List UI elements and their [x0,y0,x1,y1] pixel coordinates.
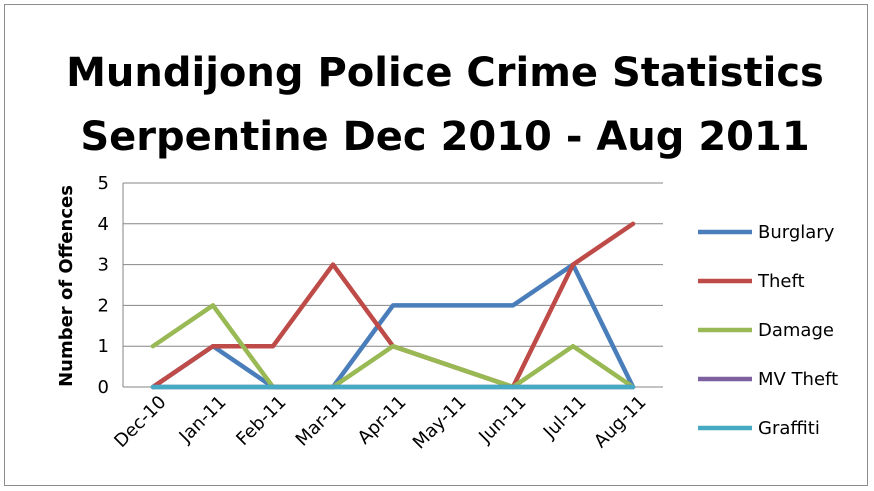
series-line-damage [150,303,636,390]
series-line-burglary [150,262,636,390]
x-tick-label: Dec-10 [110,392,170,452]
y-tick-label: 0 [98,377,109,398]
x-tick-label: May-11 [409,392,471,454]
series-lines [150,221,636,390]
x-tick-label: Jan-11 [175,392,231,448]
chart-title-line-2: Serpentine Dec 2010 - Aug 2011 [80,114,809,160]
legend-label: Damage [758,320,834,341]
x-tick-label: Apr-11 [354,392,411,449]
x-tick-label: Aug-11 [590,392,650,452]
y-tick-label: 5 [98,173,109,194]
legend-label: MV Theft [758,369,838,390]
legend-label: Burglary [758,222,835,243]
x-tick-label: Jun-11 [474,392,530,448]
y-tick-label: 3 [98,255,109,276]
y-tick-label: 2 [98,295,109,316]
legend-label: Theft [757,271,805,292]
y-axis-label: Number of Offences [56,185,77,387]
legend: Burglary Theft Damage MV Theft Graffiti [698,222,838,439]
x-tick-label: Jul-11 [539,392,591,444]
legend-label: Graffiti [758,418,820,439]
x-tick-label: Mar-11 [292,392,351,451]
y-tick-label: 4 [98,214,109,235]
x-tick-label: Feb-11 [232,392,290,450]
y-axis-ticks: 0 1 2 3 4 5 [98,173,109,398]
chart-area [4,4,868,486]
y-tick-label: 1 [98,336,109,357]
chart-title-line-1: Mundijong Police Crime Statistics [66,50,824,96]
